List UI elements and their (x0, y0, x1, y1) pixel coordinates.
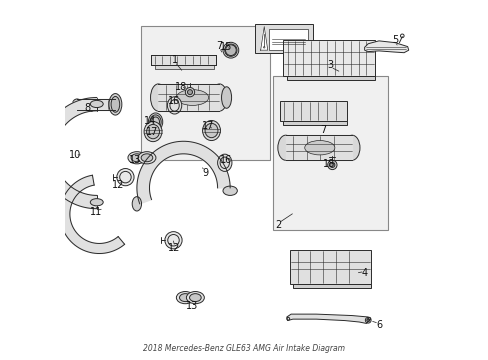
Ellipse shape (141, 154, 152, 162)
Ellipse shape (225, 45, 236, 55)
Ellipse shape (176, 90, 208, 105)
Bar (155, 64, 214, 69)
Ellipse shape (150, 84, 166, 111)
Text: 12: 12 (112, 180, 124, 190)
Text: 7: 7 (320, 125, 326, 135)
Text: 11: 11 (89, 207, 102, 217)
Circle shape (117, 168, 134, 186)
Polygon shape (260, 27, 267, 50)
Text: 18: 18 (175, 82, 187, 92)
Text: 3: 3 (327, 60, 333, 70)
Text: 15: 15 (220, 42, 232, 52)
Text: 9: 9 (202, 168, 208, 178)
Ellipse shape (148, 113, 163, 131)
Bar (280, 102, 346, 121)
Ellipse shape (179, 294, 191, 302)
Ellipse shape (111, 96, 120, 112)
Polygon shape (286, 314, 368, 323)
Polygon shape (151, 55, 215, 64)
Circle shape (327, 160, 336, 170)
Text: 1: 1 (171, 55, 177, 65)
Text: 2: 2 (275, 220, 281, 230)
Text: 13: 13 (129, 155, 141, 165)
Ellipse shape (186, 292, 204, 304)
Polygon shape (77, 99, 115, 110)
Ellipse shape (132, 197, 141, 211)
Ellipse shape (90, 100, 103, 108)
Ellipse shape (167, 97, 182, 114)
Ellipse shape (221, 87, 231, 108)
Circle shape (329, 162, 334, 167)
Circle shape (366, 319, 369, 321)
Bar (140, 26, 269, 160)
Bar (255, 24, 312, 53)
Polygon shape (60, 175, 124, 253)
Text: 8: 8 (84, 103, 91, 113)
Circle shape (187, 90, 192, 95)
Ellipse shape (109, 94, 122, 115)
Ellipse shape (144, 122, 162, 141)
Ellipse shape (344, 135, 359, 160)
Ellipse shape (90, 199, 103, 206)
Ellipse shape (138, 152, 156, 164)
Circle shape (185, 87, 194, 97)
Polygon shape (364, 41, 408, 53)
Text: 16: 16 (168, 96, 181, 106)
Ellipse shape (131, 154, 142, 162)
Text: 6: 6 (375, 320, 381, 330)
Text: 7: 7 (216, 41, 222, 50)
Ellipse shape (128, 152, 145, 164)
Text: 17: 17 (202, 121, 214, 131)
Ellipse shape (150, 115, 161, 129)
Ellipse shape (204, 123, 218, 138)
Text: 5: 5 (391, 35, 397, 45)
Text: 10: 10 (69, 150, 81, 160)
Ellipse shape (224, 44, 237, 56)
Ellipse shape (176, 292, 194, 304)
Bar (283, 40, 374, 76)
Text: 13: 13 (186, 301, 198, 311)
Ellipse shape (304, 140, 334, 155)
Polygon shape (158, 84, 219, 111)
Ellipse shape (202, 121, 220, 140)
Polygon shape (137, 141, 230, 204)
Polygon shape (285, 135, 351, 160)
Text: 17: 17 (146, 127, 158, 136)
Bar (283, 121, 346, 125)
Text: 12: 12 (168, 243, 181, 253)
Polygon shape (41, 98, 97, 209)
Bar (290, 250, 370, 284)
Text: 18: 18 (322, 159, 334, 169)
Ellipse shape (189, 294, 201, 302)
Ellipse shape (223, 186, 237, 195)
Bar (293, 284, 370, 288)
Ellipse shape (72, 99, 81, 110)
Ellipse shape (211, 84, 227, 111)
Ellipse shape (217, 154, 231, 171)
Ellipse shape (223, 42, 238, 58)
Bar (268, 29, 308, 50)
Text: 14: 14 (144, 116, 156, 126)
Text: 2018 Mercedes-Benz GLE63 AMG Air Intake Diagram: 2018 Mercedes-Benz GLE63 AMG Air Intake … (143, 344, 345, 353)
Ellipse shape (146, 125, 159, 139)
Bar (273, 76, 387, 230)
Text: 16: 16 (219, 155, 231, 165)
Bar (286, 76, 374, 80)
Ellipse shape (277, 135, 293, 160)
Circle shape (164, 231, 182, 249)
Text: 4: 4 (361, 268, 367, 278)
